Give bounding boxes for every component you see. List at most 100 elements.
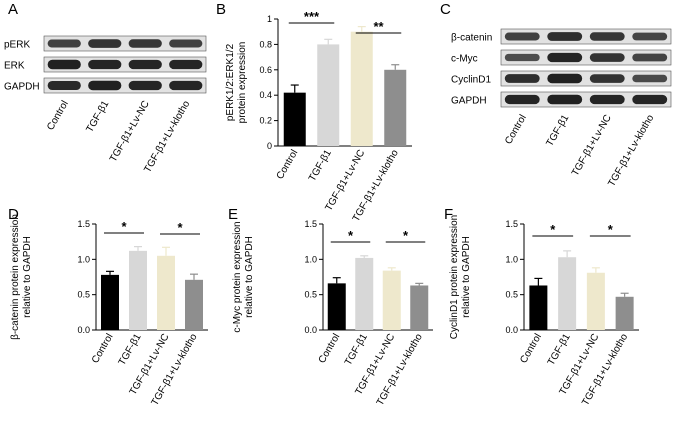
chart-b-y-tick-label: 0.2 — [259, 116, 272, 126]
blot-a-band — [88, 39, 122, 48]
chart-e-bar — [382, 270, 401, 330]
blot-c-row-label: CyclinD1 — [451, 75, 491, 86]
chart-e-category-label: TGF-β1 — [343, 332, 370, 368]
blot-c-band — [504, 94, 540, 105]
chart-e-y-label: c-Myc protein expression — [232, 221, 243, 332]
panel-label-C: C — [440, 1, 451, 18]
blot-a-row-label: GAPDH — [4, 82, 40, 93]
blot-a-blot-strip — [43, 56, 207, 73]
blot-a-row-label: pERK — [4, 40, 30, 51]
blot-c-band — [589, 53, 625, 62]
blot-a-band — [169, 59, 203, 70]
blot-c-row-label: GAPDH — [451, 96, 487, 107]
chart-e-bar — [410, 285, 429, 330]
blot-c-row-label: c-Myc — [451, 54, 478, 65]
panel-label-F: F — [444, 206, 453, 223]
chart-f-y-label: CyclinD1 protein expression — [449, 215, 460, 340]
chart-b-bar — [384, 69, 407, 146]
chart-d: 0.0 0.5 1.0 1.5 β-catenin protein expression… — [10, 214, 208, 408]
blot-a-lane-label: TGF-β1+Lv-klotho — [142, 99, 192, 175]
chart-b-bar — [350, 31, 373, 147]
blot-a-lane-label: TGF-β1+Lv-NC — [108, 99, 152, 164]
blot-a-band — [128, 59, 162, 70]
chart-d-significance-label: * — [121, 219, 127, 234]
blot-c-blot-strip — [500, 28, 672, 45]
chart-d-y-tick-label: 0.5 — [77, 290, 90, 300]
panel-label-D: D — [8, 206, 19, 223]
chart-e-category-label: Control — [317, 332, 343, 365]
blot-a-band — [169, 80, 203, 91]
chart-e-y-tick-label: 1.0 — [304, 254, 317, 264]
chart-f-y-tick-label: 1.5 — [505, 219, 518, 229]
chart-e-bar — [327, 283, 346, 330]
chart-d-bar — [129, 250, 147, 330]
chart-f-y-tick-label: 0.5 — [505, 290, 518, 300]
chart-e-y-tick-label: 1.5 — [304, 219, 317, 229]
chart-f-bar — [615, 296, 634, 330]
chart-d-bar — [157, 255, 175, 330]
chart-b: 0 0.2 0.4 0.6 0.8 1 pERK1/2:ERK1/2 protein expr… — [225, 9, 412, 224]
chart-f-y-label: relative to GAPDH — [461, 236, 472, 318]
blot-a-band — [128, 80, 162, 91]
chart-f-y-tick-label: 1.0 — [505, 254, 518, 264]
blot-c-band — [504, 53, 540, 62]
chart-b-bar — [317, 44, 340, 146]
blot-c-blot-strip — [500, 49, 672, 66]
blot-c-blot-strip — [500, 91, 672, 108]
chart-e-significance-label: * — [403, 228, 409, 243]
blot-c-lane-label: Control — [503, 113, 529, 146]
blot-c-band — [504, 74, 540, 83]
chart-d-significance-label: * — [177, 220, 183, 235]
blot-a-blot-strip — [43, 35, 207, 52]
chart-e-y-label: relative to GAPDH — [244, 236, 255, 318]
panel-label-B: B — [216, 1, 226, 18]
chart-b-y-label: protein expression — [237, 42, 248, 124]
chart-e-bar — [355, 257, 374, 330]
blot-a-band — [169, 39, 203, 48]
chart-e-y-tick-label: 0.0 — [304, 325, 317, 335]
blot-c-band — [547, 94, 583, 105]
blot-a-band — [88, 80, 122, 91]
blot-a-lane-label: TGF-β1 — [85, 99, 112, 135]
chart-b-significance-label: *** — [304, 9, 320, 24]
chart-d-bar — [185, 279, 203, 330]
chart-f-y-tick-label: 0.0 — [505, 325, 518, 335]
chart-f-significance-label: * — [608, 222, 614, 237]
blot-a-blot-strip — [43, 77, 207, 94]
blot-a-band — [47, 80, 81, 91]
blot-a-row-label: ERK — [4, 61, 25, 72]
blot-c-blot-strip — [500, 70, 672, 87]
blot-c-lane-label: TGF-β1+Lv-NC — [570, 113, 614, 178]
chart-b-y-label: pERK1/2:ERK1/2 — [225, 43, 236, 121]
panel-label-A: A — [8, 1, 18, 18]
panel-label-E: E — [228, 206, 238, 223]
blot-c-band — [632, 74, 668, 83]
chart-d-y-tick-label: 1.0 — [77, 254, 90, 264]
blot-c-band — [589, 32, 625, 41]
chart-b-bar — [283, 92, 306, 146]
blot-c-blot: β-catenin c-Myc CyclinD1 GAPDH Control TGF-β1… — [451, 28, 672, 189]
chart-d-y-tick-label: 0.0 — [77, 325, 90, 335]
chart-f-bar — [586, 272, 605, 330]
blot-c-band — [589, 74, 625, 83]
blot-c-band — [589, 94, 625, 105]
blot-c-band — [632, 94, 668, 105]
chart-d-category-label: TGF-β1 — [117, 332, 144, 368]
chart-e: 0.0 0.5 1.0 1.5 c-Myc protein expression rela… — [232, 219, 433, 408]
blot-c-lane-label: TGF-β1+Lv-klotho — [606, 113, 656, 189]
chart-e-significance-label: * — [348, 228, 354, 243]
blot-a-blot: pERK ERK GAPDH Control TGF-β1TGF-β1+Lv-NCTGF… — [4, 35, 207, 175]
chart-d-y-tick-label: 1.5 — [77, 219, 90, 229]
blot-c-band — [632, 32, 668, 41]
blot-c-lane-label: TGF-β1 — [545, 113, 572, 149]
chart-b-y-tick-label: 0.8 — [259, 39, 272, 49]
chart-b-y-tick-label: 0.4 — [259, 90, 272, 100]
blot-a-band — [128, 39, 162, 48]
chart-f-significance-label: * — [550, 222, 556, 237]
blot-c-row-label: β-catenin — [451, 33, 492, 44]
chart-b-category-label: TGF-β1 — [307, 148, 334, 184]
chart-b-y-tick-label: 0.6 — [259, 65, 272, 75]
blot-c-band — [547, 32, 583, 41]
chart-b-y-tick-label: 1 — [267, 14, 272, 24]
